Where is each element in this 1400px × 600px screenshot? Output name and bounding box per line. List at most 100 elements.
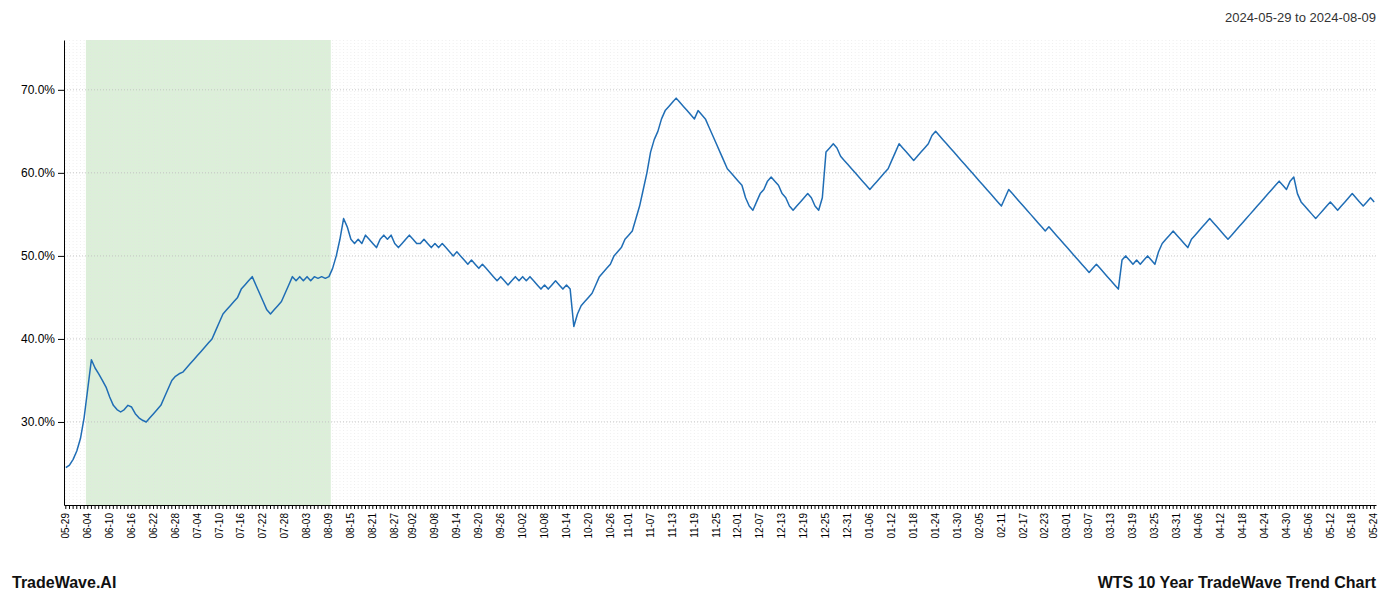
x-tick-mark: [1206, 505, 1207, 509]
x-tick: [705, 505, 706, 509]
x-grid-line: [310, 40, 311, 505]
x-grid-line: [508, 40, 509, 505]
x-tick-mark: [270, 505, 271, 509]
x-tick-mark: [745, 505, 746, 509]
x-grid-line: [383, 40, 384, 505]
x-tick-mark: [84, 505, 85, 509]
x-tick-label: 09-14: [451, 513, 462, 539]
x-tick: [518, 505, 519, 509]
x-tick: [888, 505, 889, 509]
x-tick: [986, 505, 987, 509]
x-tick-label: 01-18: [908, 513, 919, 539]
x-tick: [559, 505, 560, 509]
y-grid-line: [64, 89, 1376, 90]
x-tick-mark: [1348, 505, 1349, 509]
x-grid-line: [584, 40, 585, 505]
x-grid-line: [1370, 40, 1371, 505]
x-tick: [299, 505, 300, 509]
x-tick-label: 11-07: [645, 513, 656, 538]
x-tick-mark: [983, 505, 984, 509]
x-tick-mark: [215, 505, 216, 509]
x-grid-line: [931, 40, 932, 505]
x-tick-mark: [825, 505, 826, 509]
x-tick-mark: [953, 505, 954, 509]
x-tick: [749, 505, 750, 509]
x-grid-line: [840, 40, 841, 505]
x-grid-line: [763, 40, 764, 505]
x-tick: [1103, 505, 1104, 509]
x-tick-mark: [1257, 505, 1258, 509]
x-tick: [1282, 505, 1283, 509]
x-tick: [1253, 505, 1254, 509]
x-grid-line: [793, 40, 794, 505]
title: 2024-05-29 to 2024-08-09: [1225, 10, 1376, 25]
x-grid-line: [350, 40, 351, 505]
x-tick: [409, 505, 410, 509]
x-tick-label: 05-29: [60, 513, 71, 539]
x-tick-mark: [1341, 505, 1342, 509]
x-tick: [807, 505, 808, 509]
x-tick-mark: [252, 505, 253, 509]
x-tick: [135, 505, 136, 509]
x-grid-line: [109, 40, 110, 505]
x-tick: [1275, 505, 1276, 509]
x-tick-mark: [142, 505, 143, 509]
x-grid-line: [767, 40, 768, 505]
x-tick-mark: [577, 505, 578, 509]
x-grid-line: [135, 40, 136, 505]
x-grid-line: [259, 40, 260, 505]
x-tick-mark: [628, 505, 629, 509]
x-tick: [1078, 505, 1079, 509]
x-tick: [1074, 505, 1075, 509]
x-tick-mark: [712, 505, 713, 509]
x-grid-line: [1344, 40, 1345, 505]
x-grid-line: [131, 40, 132, 505]
x-grid-line: [464, 40, 465, 505]
x-grid-line: [639, 40, 640, 505]
x-tick: [646, 505, 647, 509]
x-grid-line: [372, 40, 373, 505]
x-grid-line: [434, 40, 435, 505]
x-tick: [1005, 505, 1006, 509]
x-grid-line: [1147, 40, 1148, 505]
x-grid-line: [851, 40, 852, 505]
x-tick-mark: [621, 505, 622, 509]
x-grid-line: [672, 40, 673, 505]
x-grid-line: [149, 40, 150, 505]
line: [66, 98, 1374, 468]
x-tick-label: 05-18: [1346, 513, 1357, 539]
x-tick: [1246, 505, 1247, 509]
x-grid-line: [994, 40, 995, 505]
x-tick: [815, 505, 816, 509]
x-tick: 09-20: [473, 505, 484, 539]
x-tick-mark: [1323, 505, 1324, 509]
x-tick-mark: [248, 505, 249, 509]
x-tick: [603, 505, 604, 509]
x-tick-mark: [657, 505, 658, 509]
x-tick: [1348, 505, 1349, 509]
x-grid-line: [1041, 40, 1042, 505]
x-grid-line: [997, 40, 998, 505]
x-tick: [486, 505, 487, 509]
x-tick-mark: [961, 505, 962, 509]
x-tick-mark: [858, 505, 859, 509]
x-tick: 10-20: [583, 505, 594, 539]
x-grid-line: [646, 40, 647, 505]
x-tick: [274, 505, 275, 509]
x-tick-mark: [705, 505, 706, 509]
x-tick-label: 12-01: [732, 513, 743, 539]
x-grid-line: [913, 40, 914, 505]
x-grid-line: [741, 40, 742, 505]
x-grid-line: [884, 40, 885, 505]
x-grid-line: [942, 40, 943, 505]
x-tick-mark: [690, 505, 691, 509]
x-tick: [361, 505, 362, 509]
x-tick-label: 09-26: [495, 513, 506, 539]
x-tick: [204, 505, 205, 509]
x-grid-line: [935, 40, 936, 505]
x-tick: [1209, 505, 1210, 509]
x-tick: [497, 505, 498, 509]
x-grid-line: [270, 40, 271, 505]
x-tick-mark: [237, 505, 238, 509]
y-grid-line: [64, 338, 1376, 339]
